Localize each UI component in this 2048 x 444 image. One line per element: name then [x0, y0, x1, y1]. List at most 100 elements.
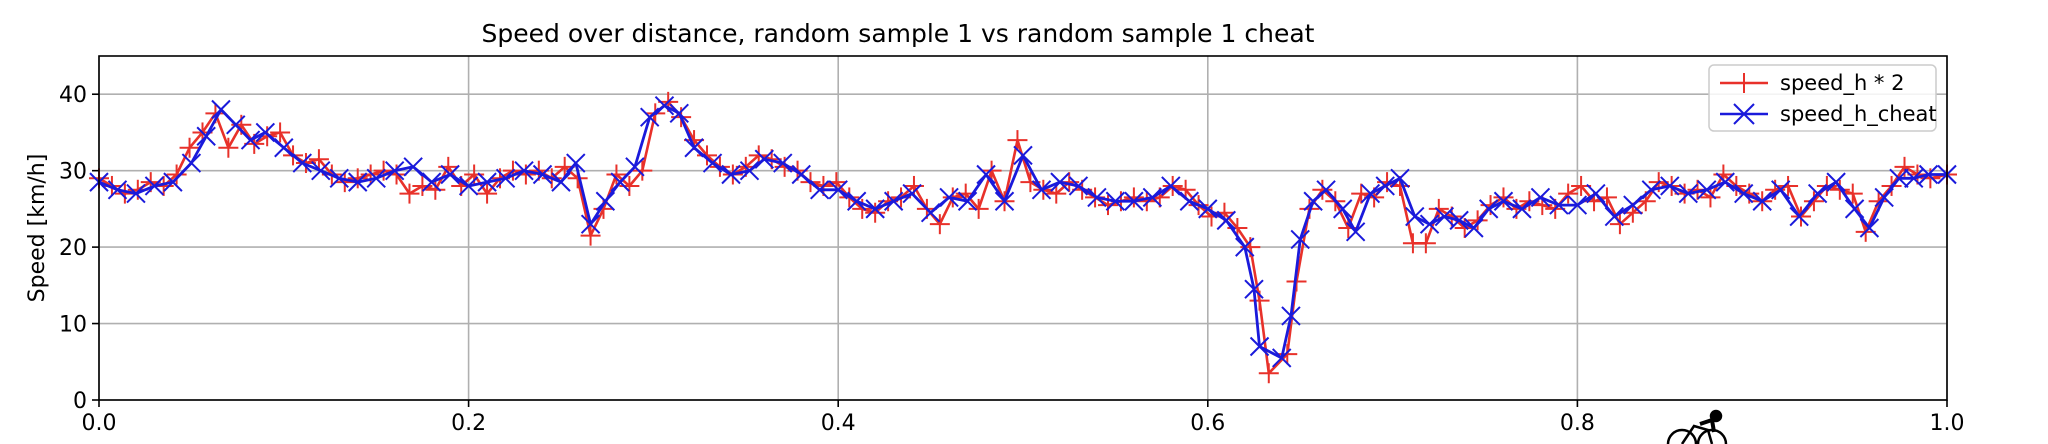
- data-point: [1258, 363, 1279, 384]
- data-point: [865, 202, 886, 223]
- data-point: [421, 172, 442, 192]
- data-point: [1697, 180, 1717, 200]
- cyclist-icon: [1666, 409, 1728, 444]
- data-point: [292, 153, 312, 173]
- x-tick-label: 1.0: [1930, 411, 1965, 436]
- legend-marker: [1734, 73, 1754, 93]
- data-point: [1405, 206, 1425, 227]
- data-point: [348, 172, 368, 192]
- data-point: [721, 164, 741, 185]
- data-point: [739, 160, 760, 181]
- data-point: [1874, 187, 1894, 208]
- series-speed-h-2: [89, 91, 1957, 384]
- data-point: [495, 168, 516, 189]
- data-point: [1530, 187, 1551, 208]
- data-point: [1375, 176, 1395, 196]
- data-point: [1803, 191, 1824, 212]
- data-point: [1161, 176, 1181, 196]
- data-point: [1859, 218, 1880, 238]
- data-point: [1844, 199, 1865, 219]
- data-point: [477, 183, 498, 204]
- data-point: [1235, 237, 1255, 257]
- data-point: [846, 191, 867, 211]
- legend-entry: speed_h_cheat: [1720, 102, 1937, 127]
- y-tick-label: 30: [59, 160, 87, 185]
- data-point: [532, 164, 553, 185]
- data-point: [440, 164, 460, 185]
- data-point: [1198, 199, 1218, 219]
- data-point: [1752, 191, 1772, 211]
- data-point: [1904, 168, 1924, 189]
- data-point: [920, 203, 941, 223]
- data-point: [595, 191, 616, 211]
- data-point: [580, 225, 601, 246]
- data-point: [1791, 206, 1812, 227]
- series-layer: [89, 91, 1957, 384]
- data-point: [181, 153, 202, 173]
- y-tick-label: 20: [59, 236, 87, 261]
- y-axis-label: Speed [km/h]: [25, 154, 50, 303]
- data-point: [968, 198, 989, 219]
- data-point: [883, 191, 904, 211]
- data-point: [1512, 199, 1532, 219]
- y-tick-label: 10: [59, 313, 87, 338]
- data-point: [1604, 206, 1625, 227]
- data-point: [458, 176, 479, 196]
- data-point: [828, 180, 848, 200]
- data-point: [1007, 130, 1028, 151]
- data-point: [1734, 183, 1754, 204]
- plot-frame: [98, 55, 1948, 401]
- data-point: [1031, 180, 1052, 200]
- data-point: [929, 214, 950, 235]
- legend-entry: speed_h * 2: [1720, 71, 1904, 96]
- data-point: [1567, 195, 1588, 215]
- y-axis: 0 10 20 30 40: [59, 83, 99, 414]
- data-point: [981, 160, 1002, 181]
- data-point: [384, 160, 405, 181]
- data-point: [329, 168, 349, 189]
- data-point: [514, 160, 534, 181]
- data-point: [639, 107, 660, 127]
- data-point: [1179, 191, 1200, 211]
- data-point: [1068, 176, 1089, 196]
- data-point: [976, 164, 996, 185]
- x-tick-label: 0.4: [821, 411, 856, 436]
- data-point: [754, 149, 774, 169]
- grid-lines: [98, 56, 1948, 401]
- data-point: [1493, 191, 1514, 211]
- data-point: [311, 160, 331, 181]
- data-point: [566, 153, 586, 173]
- data-point: [773, 153, 793, 173]
- x-tick-label: 0.0: [82, 411, 117, 436]
- data-point: [865, 199, 885, 219]
- data-point: [1316, 180, 1336, 200]
- x-tick-label: 0.2: [451, 411, 486, 436]
- data-point: [1345, 222, 1366, 242]
- data-point: [179, 137, 200, 158]
- data-point: [1778, 175, 1799, 196]
- x-tick-label: 0.6: [1190, 411, 1225, 436]
- data-point: [632, 160, 653, 181]
- data-point: [606, 164, 627, 185]
- data-point: [1244, 279, 1264, 299]
- series-speed-h-cheat: [89, 95, 1957, 368]
- data-point: [1467, 210, 1488, 231]
- data-point: [1826, 172, 1846, 192]
- data-point: [366, 168, 386, 189]
- data-point: [274, 138, 294, 158]
- data-point: [1586, 183, 1606, 204]
- chart-title: Speed over distance, random sample 1 vs …: [482, 19, 1315, 48]
- data-point: [1142, 187, 1163, 208]
- data-point: [669, 103, 689, 124]
- data-point: [1303, 191, 1323, 211]
- data-point: [1390, 168, 1410, 189]
- data-point: [1050, 172, 1070, 192]
- data-point: [1277, 344, 1298, 365]
- data-point: [684, 138, 704, 158]
- data-point: [163, 172, 183, 192]
- data-point: [399, 183, 420, 204]
- legend-label: speed_h * 2: [1780, 71, 1904, 96]
- data-point: [107, 180, 128, 200]
- data-point: [1478, 199, 1499, 219]
- data-point: [1789, 206, 1809, 227]
